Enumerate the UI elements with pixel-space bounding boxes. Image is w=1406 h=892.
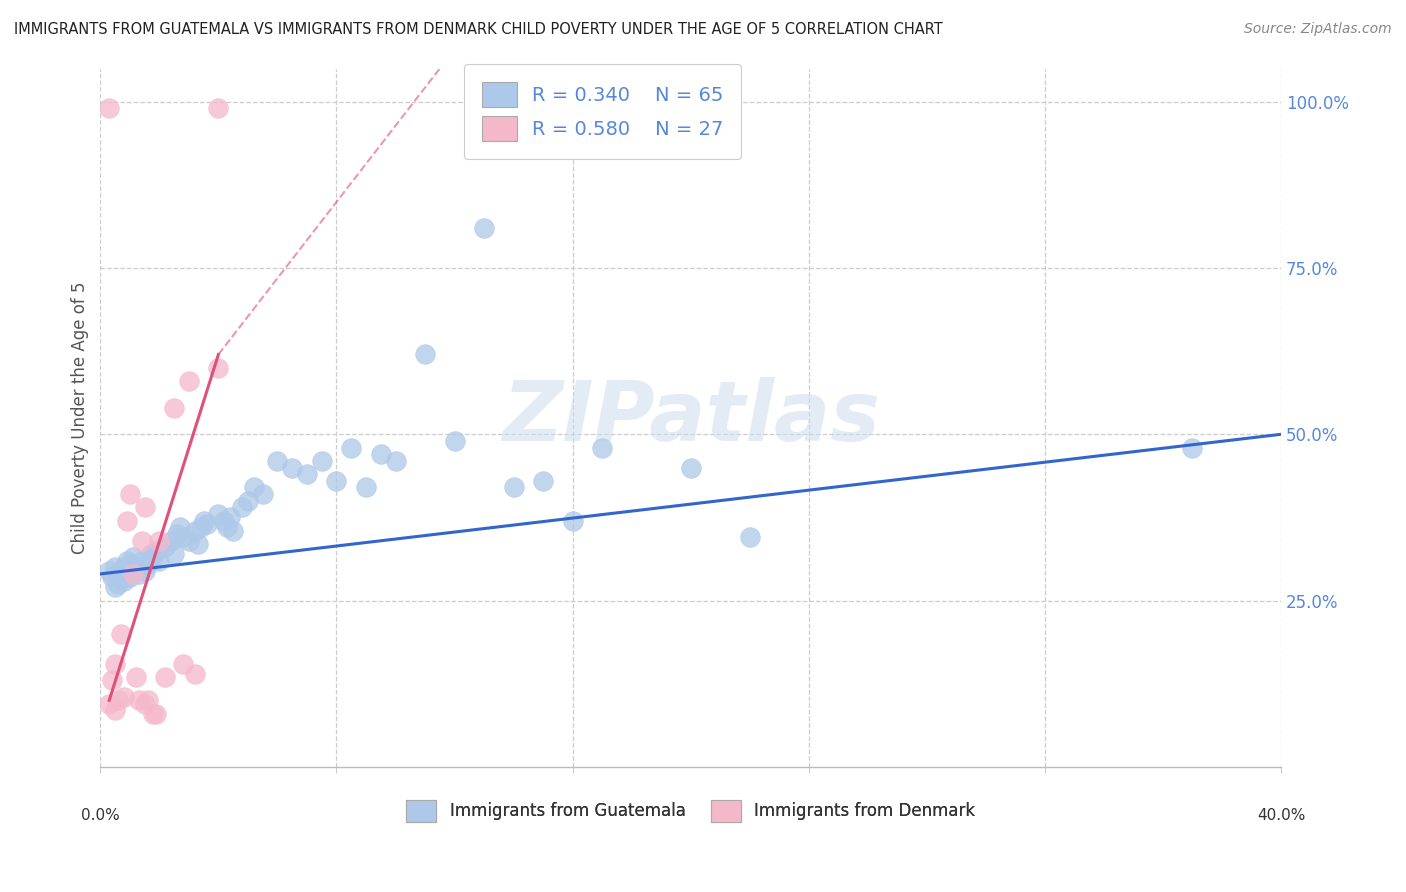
Text: 40.0%: 40.0%: [1257, 808, 1305, 823]
Point: [1181, 441, 1204, 455]
Point: [443, 434, 465, 448]
Point: [142, 706, 165, 721]
Point: [266, 454, 288, 468]
Point: [311, 454, 333, 468]
Point: [340, 441, 363, 455]
Point: [104, 580, 127, 594]
Point: [502, 481, 524, 495]
Point: [207, 102, 229, 116]
Point: [190, 520, 212, 534]
Point: [118, 487, 141, 501]
Point: [187, 537, 209, 551]
Point: [98, 564, 121, 578]
Point: [184, 666, 207, 681]
Point: [243, 481, 266, 495]
Point: [207, 360, 229, 375]
Point: [155, 670, 177, 684]
Point: [384, 454, 406, 468]
Point: [121, 566, 143, 581]
Point: [128, 566, 150, 581]
Point: [112, 560, 135, 574]
Text: 0.0%: 0.0%: [82, 808, 120, 823]
Point: [172, 530, 194, 544]
Point: [98, 102, 121, 116]
Point: [118, 557, 141, 571]
Point: [115, 514, 138, 528]
Point: [413, 347, 436, 361]
Text: Source: ZipAtlas.com: Source: ZipAtlas.com: [1244, 22, 1392, 37]
Point: [142, 550, 165, 565]
Point: [115, 554, 138, 568]
Point: [591, 441, 613, 455]
Point: [531, 474, 554, 488]
Text: ZIPatlas: ZIPatlas: [502, 377, 880, 458]
Point: [145, 543, 167, 558]
Point: [325, 474, 347, 488]
Point: [155, 541, 177, 555]
Point: [169, 520, 191, 534]
Point: [177, 533, 200, 548]
Point: [110, 627, 132, 641]
Point: [145, 706, 167, 721]
Point: [472, 221, 495, 235]
Point: [148, 554, 170, 568]
Point: [295, 467, 318, 482]
Point: [104, 703, 127, 717]
Point: [139, 547, 162, 561]
Point: [121, 550, 143, 565]
Point: [118, 570, 141, 584]
Point: [236, 493, 259, 508]
Point: [112, 690, 135, 704]
Point: [101, 570, 124, 584]
Point: [104, 560, 127, 574]
Y-axis label: Child Poverty Under the Age of 5: Child Poverty Under the Age of 5: [72, 281, 89, 554]
Point: [121, 564, 143, 578]
Point: [110, 564, 132, 578]
Point: [101, 673, 124, 688]
Point: [107, 577, 129, 591]
Point: [222, 524, 245, 538]
Point: [561, 514, 583, 528]
Point: [195, 517, 218, 532]
Point: [679, 460, 702, 475]
Point: [166, 527, 188, 541]
Point: [214, 514, 236, 528]
Point: [177, 374, 200, 388]
Point: [134, 697, 156, 711]
Point: [115, 566, 138, 581]
Point: [184, 524, 207, 538]
Point: [112, 574, 135, 588]
Point: [163, 547, 186, 561]
Point: [131, 533, 153, 548]
Point: [738, 530, 761, 544]
Point: [98, 697, 121, 711]
Point: [252, 487, 274, 501]
Text: IMMIGRANTS FROM GUATEMALA VS IMMIGRANTS FROM DENMARK CHILD POVERTY UNDER THE AGE: IMMIGRANTS FROM GUATEMALA VS IMMIGRANTS …: [14, 22, 943, 37]
Point: [163, 401, 186, 415]
Point: [354, 481, 377, 495]
Point: [207, 507, 229, 521]
Point: [172, 657, 194, 671]
Point: [370, 447, 392, 461]
Point: [219, 510, 242, 524]
Point: [231, 500, 253, 515]
Legend: Immigrants from Guatemala, Immigrants from Denmark: Immigrants from Guatemala, Immigrants fr…: [399, 794, 981, 829]
Point: [217, 520, 239, 534]
Point: [125, 670, 148, 684]
Point: [134, 500, 156, 515]
Point: [148, 533, 170, 548]
Point: [131, 554, 153, 568]
Point: [136, 557, 159, 571]
Point: [128, 693, 150, 707]
Point: [125, 560, 148, 574]
Point: [107, 566, 129, 581]
Point: [104, 657, 127, 671]
Point: [134, 564, 156, 578]
Point: [110, 570, 132, 584]
Point: [281, 460, 304, 475]
Point: [107, 693, 129, 707]
Point: [193, 514, 215, 528]
Point: [136, 693, 159, 707]
Point: [160, 533, 183, 548]
